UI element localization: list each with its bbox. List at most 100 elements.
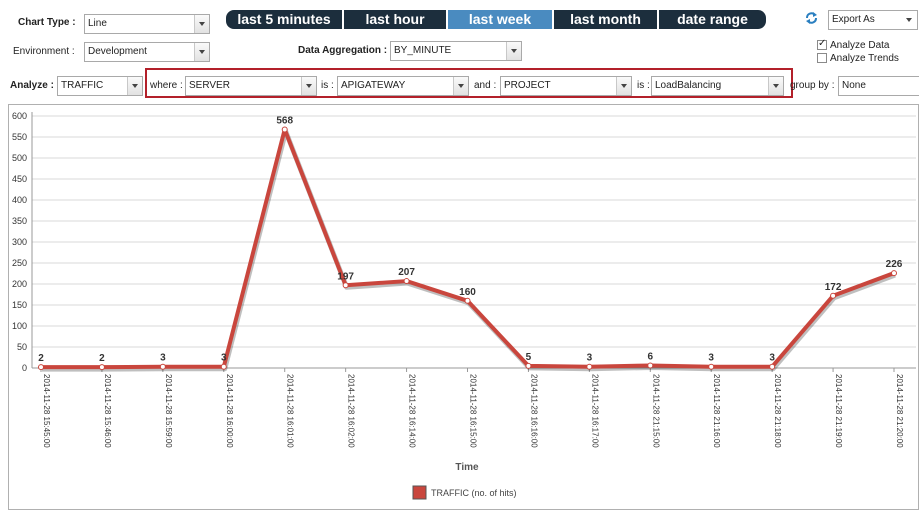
y-tick-label: 450 [12, 174, 27, 184]
project-value: LoadBalancing [655, 80, 722, 91]
is-label-1: is : [321, 80, 334, 91]
x-tick-label: 2014-11-28 16:16:00 [529, 374, 538, 448]
export-as-select[interactable]: Export As [828, 10, 918, 30]
chevron-down-icon [506, 42, 521, 60]
data-point [281, 126, 288, 133]
data-point [647, 362, 654, 369]
y-tick-label: 300 [12, 237, 27, 247]
data-label: 3 [587, 353, 593, 364]
chevron-down-icon [194, 43, 209, 61]
x-tick-label: 2014-11-28 15:46:00 [103, 374, 112, 448]
data-label: 2 [99, 353, 105, 364]
server-value: APIGATEWAY [341, 80, 406, 91]
data-point [159, 363, 166, 370]
tab-last-hour[interactable]: last hour [344, 10, 448, 29]
environment-select[interactable]: Development [84, 42, 210, 62]
chevron-down-icon [768, 77, 783, 95]
data-label: 172 [825, 282, 842, 293]
group-by-label: group by : [790, 80, 835, 91]
x-tick-label: 2014-11-28 16:00:00 [225, 374, 234, 448]
data-label: 3 [221, 353, 227, 364]
y-tick-label: 400 [12, 195, 27, 205]
chart-type-select[interactable]: Line [84, 14, 210, 34]
time-range-tabs: last 5 minutes last hour last week last … [226, 10, 766, 29]
y-tick-label: 100 [12, 321, 27, 331]
data-label: 207 [398, 267, 415, 278]
analyze-trends-label: Analyze Trends [830, 53, 899, 64]
where-select[interactable]: SERVER [185, 76, 317, 96]
series-line [41, 127, 895, 370]
data-aggregation-select[interactable]: BY_MINUTE [390, 41, 522, 61]
and-select[interactable]: PROJECT [500, 76, 632, 96]
data-label: 6 [648, 351, 654, 362]
data-label: 160 [459, 287, 476, 298]
data-aggregation-value: BY_MINUTE [394, 45, 452, 56]
is-label-2: is : [637, 80, 650, 91]
analyze-select[interactable]: TRAFFIC [57, 76, 143, 96]
analyze-trends-checkbox[interactable] [817, 53, 827, 63]
chevron-down-icon [127, 77, 142, 95]
server-value-select[interactable]: APIGATEWAY [337, 76, 469, 96]
tab-last-month[interactable]: last month [554, 10, 659, 29]
chevron-down-icon [453, 77, 468, 95]
filter-highlight-box [145, 68, 793, 98]
y-tick-label: 550 [12, 132, 27, 142]
refresh-icon[interactable] [804, 11, 819, 25]
x-tick-label: 2014-11-28 15:45:00 [42, 374, 51, 448]
analyze-label: Analyze : [10, 80, 54, 91]
analyze-value: TRAFFIC [61, 80, 104, 91]
x-tick-label: 2014-11-28 16:17:00 [590, 374, 599, 448]
y-tick-label: 0 [22, 363, 27, 373]
data-point [769, 363, 776, 370]
y-tick-label: 600 [12, 111, 27, 121]
x-tick-label: 2014-11-28 15:59:00 [164, 374, 173, 448]
data-label: 3 [769, 353, 775, 364]
where-label: where : [150, 80, 183, 91]
data-point [464, 297, 471, 304]
data-label: 226 [886, 259, 903, 270]
export-as-value: Export As [832, 14, 875, 25]
y-tick-label: 350 [12, 216, 27, 226]
x-tick-label: 2014-11-28 16:01:00 [286, 374, 295, 448]
x-tick-label: 2014-11-28 21:15:00 [651, 374, 660, 448]
data-label: 197 [337, 271, 354, 282]
data-label: 3 [160, 353, 166, 364]
analyze-data-checkbox[interactable] [817, 38, 827, 50]
x-tick-label: 2014-11-28 16:02:00 [347, 374, 356, 448]
y-tick-label: 200 [12, 279, 27, 289]
data-aggregation-label: Data Aggregation : [298, 45, 388, 56]
data-point [98, 364, 105, 371]
data-point [586, 363, 593, 370]
project-value-select[interactable]: LoadBalancing [651, 76, 784, 96]
chevron-down-icon [301, 77, 316, 95]
x-tick-label: 2014-11-28 16:15:00 [469, 374, 478, 448]
data-point [403, 278, 410, 285]
data-point [38, 364, 44, 371]
group-by-value: None [842, 80, 866, 91]
chevron-down-icon [902, 11, 917, 29]
data-label: 3 [708, 353, 714, 364]
group-by-select[interactable]: None [838, 76, 919, 96]
chevron-down-icon [194, 15, 209, 33]
y-tick-label: 500 [12, 153, 27, 163]
x-axis-title: Time [455, 462, 479, 473]
data-point [342, 282, 349, 289]
tab-last-5-minutes[interactable]: last 5 minutes [226, 10, 344, 29]
tab-date-range[interactable]: date range [677, 11, 748, 27]
chart-type-label: Chart Type : [18, 17, 76, 28]
chevron-down-icon [616, 77, 631, 95]
series-line-shadow [42, 128, 896, 372]
data-point [220, 363, 227, 370]
data-label: 5 [526, 352, 532, 363]
tab-last-week[interactable]: last week [448, 10, 554, 29]
where-value: SERVER [189, 80, 230, 91]
and-value: PROJECT [504, 80, 551, 91]
x-tick-label: 2014-11-28 21:19:00 [834, 374, 843, 448]
and-label: and : [474, 80, 497, 91]
legend-label: TRAFFIC (no. of hits) [431, 488, 517, 498]
environment-label: Environment : [13, 46, 75, 57]
x-tick-label: 2014-11-28 21:16:00 [712, 374, 721, 448]
x-tick-label: 2014-11-28 21:20:00 [895, 374, 904, 448]
data-point [891, 270, 897, 277]
